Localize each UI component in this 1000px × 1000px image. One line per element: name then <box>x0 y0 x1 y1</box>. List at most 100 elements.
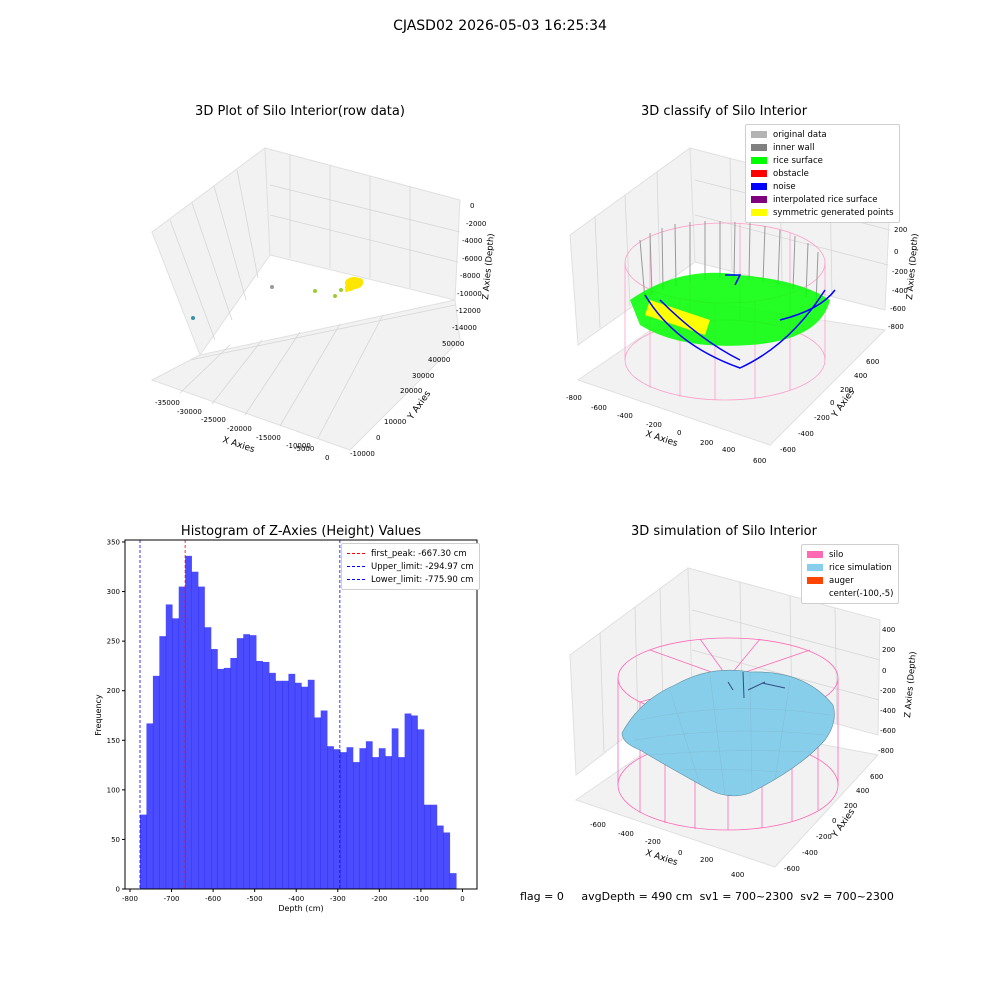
svg-text:0: 0 <box>677 429 681 437</box>
legend-label: auger <box>829 575 854 586</box>
raw-point <box>313 289 317 293</box>
svg-text:40000: 40000 <box>428 356 450 364</box>
legend-swatch <box>807 551 823 558</box>
svg-text:200: 200 <box>700 439 713 447</box>
y-tick-label: 150 <box>107 737 120 745</box>
histogram-bar <box>165 604 173 889</box>
svg-text:20000: 20000 <box>400 387 422 395</box>
legend-label: rice surface <box>773 155 823 166</box>
legend-entry: noise <box>751 180 894 193</box>
legend-swatch <box>347 566 365 567</box>
svg-text:600: 600 <box>870 773 883 781</box>
raw-plot-title: 3D Plot of Silo Interior(row data) <box>195 104 405 119</box>
svg-text:0: 0 <box>830 399 834 407</box>
svg-text:30000: 30000 <box>412 372 434 380</box>
legend-swatch <box>751 144 767 151</box>
histogram-bar <box>236 638 244 889</box>
svg-text:-10000: -10000 <box>286 442 311 450</box>
raw-gridlines <box>169 155 461 439</box>
svg-text:-400: -400 <box>798 430 814 438</box>
histogram-bar <box>430 804 438 889</box>
x-tick-label: -400 <box>288 895 304 903</box>
histogram-bar <box>449 873 457 889</box>
histogram-bar <box>365 741 373 889</box>
raw-3d-plot: -35000 -30000 -25000 -20000 -15000 -1000… <box>150 147 497 462</box>
simulation-x-ticks: -600 -400 -200 0 200 400 <box>590 821 744 879</box>
histogram-frame <box>124 539 478 890</box>
sv2-text: sv2 = 700~2300 <box>800 890 894 903</box>
raw-x-label: X Axies <box>221 435 256 455</box>
svg-text:600: 600 <box>866 358 879 366</box>
svg-text:-12000: -12000 <box>456 307 481 315</box>
svg-text:400: 400 <box>882 626 895 634</box>
legend-label: obstacle <box>773 168 809 179</box>
histogram-bar <box>404 713 412 889</box>
legend-swatch <box>751 170 767 177</box>
y-tick-label: 350 <box>107 538 120 546</box>
histogram-bar <box>378 748 386 889</box>
svg-text:400: 400 <box>854 372 867 380</box>
svg-text:200: 200 <box>882 646 895 654</box>
simulation-plot-title: 3D simulation of Silo Interior <box>631 524 817 539</box>
legend-entry: Upper_limit: -294.97 cm <box>347 560 474 573</box>
svg-text:0: 0 <box>882 667 886 675</box>
x-tick-label: -100 <box>413 895 429 903</box>
x-tick-label: -800 <box>122 895 138 903</box>
classify-plot-title: 3D classify of Silo Interior <box>640 104 808 119</box>
histogram-bar <box>204 627 212 889</box>
legend-entry: interpolated rice surface <box>751 193 894 206</box>
histogram-bar <box>262 661 270 889</box>
simulation-3d-plot: -600 -400 -200 0 200 400 X Axies -600 -4… <box>569 567 919 879</box>
svg-text:-400: -400 <box>880 707 896 715</box>
svg-text:-400: -400 <box>802 849 818 857</box>
avg-depth-text: avgDepth = 490 cm <box>581 890 693 903</box>
histogram-bar <box>333 749 341 889</box>
x-tick-label: -200 <box>371 895 387 903</box>
simulation-z-label: Z Axies (Depth) <box>903 651 919 718</box>
svg-text:-600: -600 <box>591 404 607 412</box>
legend-label: inner wall <box>773 142 815 153</box>
y-tick-label: 200 <box>107 687 120 695</box>
svg-text:-2000: -2000 <box>466 220 486 228</box>
svg-text:-400: -400 <box>892 287 908 295</box>
svg-text:-15000: -15000 <box>256 434 281 442</box>
histogram-bar <box>256 660 263 889</box>
histogram-bar <box>146 723 154 889</box>
histogram-bar <box>152 675 160 889</box>
raw-z-label: Z Axies (Depth) <box>481 233 497 300</box>
legend-label: noise <box>773 181 796 192</box>
svg-text:-20000: -20000 <box>227 425 252 433</box>
svg-text:400: 400 <box>856 787 869 795</box>
svg-text:-8000: -8000 <box>460 272 480 280</box>
legend-entry: inner wall <box>751 141 894 154</box>
histogram-bar <box>211 649 218 889</box>
histogram-x-ticks: -800 -700 -600 -500 -400 -300 -200 -100 0 <box>122 889 465 903</box>
raw-z-ticks: 0 -2000 -4000 -6000 -8000 -10000 -12000 … <box>452 202 486 332</box>
x-tick-label: -300 <box>330 895 346 903</box>
histogram-bar <box>223 667 231 889</box>
legend-entry: original data <box>751 128 894 141</box>
raw-back-pane-right <box>264 147 461 301</box>
legend-swatch <box>807 577 823 584</box>
classify-rice-surface <box>630 272 830 346</box>
histogram-bar <box>230 657 238 889</box>
histogram-bar <box>140 814 147 889</box>
histogram-bar <box>320 710 328 889</box>
y-tick-label: 250 <box>107 638 120 646</box>
histogram-bar <box>417 729 425 889</box>
svg-text:200: 200 <box>840 386 853 394</box>
histogram-bar <box>172 618 180 889</box>
svg-text:-800: -800 <box>888 323 904 331</box>
legend-swatch <box>751 196 767 203</box>
simulation-rice-surface <box>621 669 835 797</box>
histogram-y-ticks: 0 50 100 150 200 250 300 350 <box>107 538 125 894</box>
legend-entry: center(-100,-5) <box>807 587 893 600</box>
raw-point <box>191 316 195 320</box>
raw-point <box>270 285 274 289</box>
histogram-bar <box>398 757 405 889</box>
legend-label: interpolated rice surface <box>773 194 878 205</box>
svg-text:600: 600 <box>753 457 766 465</box>
svg-text:-200: -200 <box>645 838 661 846</box>
histogram-bars <box>140 555 457 889</box>
figure-title: CJASD02 2026-05-03 16:25:34 <box>393 18 607 34</box>
